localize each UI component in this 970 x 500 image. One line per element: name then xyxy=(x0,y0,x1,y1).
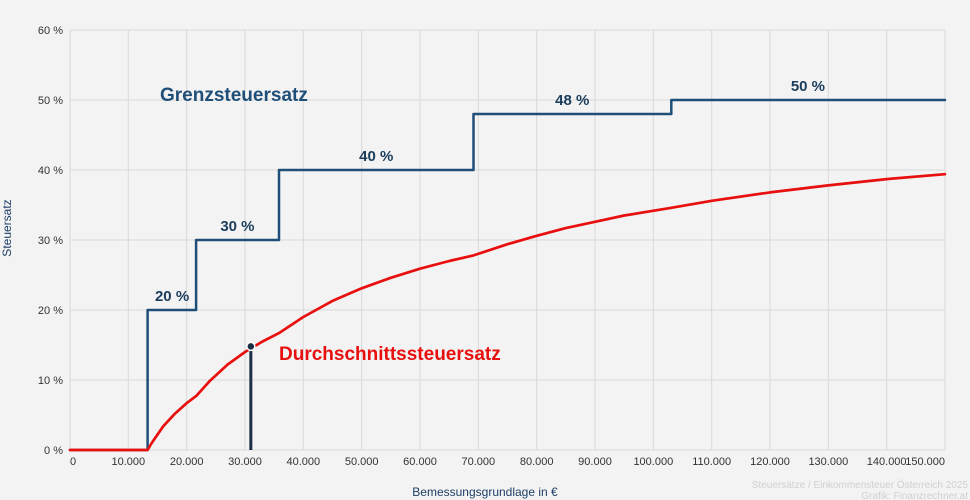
annotations: Grenzsteuersatz Durchschnittssteuersatz … xyxy=(155,78,825,365)
x-tick-label: 10.000 xyxy=(112,456,146,468)
x-tick-label: 80.000 xyxy=(520,456,554,468)
x-tick-label: 140.000 xyxy=(867,456,907,468)
credit-line-1: Steuersätze / Einkommensteuer Österreich… xyxy=(752,479,969,491)
x-tick-label: 20.000 xyxy=(170,456,204,468)
x-tick-label: 150.000 xyxy=(905,456,945,468)
x-tick-label: 110.000 xyxy=(692,456,731,468)
x-tick-label: 120.000 xyxy=(750,456,790,468)
series-label-grenzsteuersatz: Grenzsteuersatz xyxy=(160,85,308,106)
x-tick-label: 30.000 xyxy=(228,456,262,468)
x-tick-label: 60.000 xyxy=(403,456,437,468)
y-tick-label: 30 % xyxy=(38,235,63,247)
rate-label: 30 % xyxy=(220,218,254,235)
rate-label: 48 % xyxy=(555,92,589,109)
y-tick-label: 50 % xyxy=(38,95,63,107)
x-axis-title: Bemessungsgrundlage in € xyxy=(412,485,558,499)
y-axis-ticks: 0 % 10 % 20 % 30 % 40 % 50 % 60 % xyxy=(38,25,63,457)
y-tick-label: 0 % xyxy=(44,445,63,457)
y-tick-label: 40 % xyxy=(38,165,63,177)
y-tick-label: 60 % xyxy=(38,25,63,37)
x-tick-label: 40.000 xyxy=(287,456,321,468)
x-tick-label: 90.000 xyxy=(578,456,612,468)
credit-line-2: Grafik: Finanzrechner.at xyxy=(861,491,968,500)
x-tick-label: 70.000 xyxy=(462,456,496,468)
x-tick-label: 130.000 xyxy=(808,456,848,468)
rate-label: 40 % xyxy=(359,148,393,165)
rate-label: 20 % xyxy=(155,288,189,305)
y-axis-title: Steuersatz xyxy=(0,199,14,256)
marker-point xyxy=(246,341,256,352)
series-line-1 xyxy=(68,172,947,452)
x-tick-label: 0 xyxy=(70,456,76,468)
series-lines xyxy=(68,98,947,452)
x-tick-label: 50.000 xyxy=(345,456,379,468)
x-tick-label: 100.000 xyxy=(633,456,673,468)
x-axis-ticks: 0 10.000 20.000 30.000 40.000 50.000 60.000 70.… xyxy=(70,456,945,468)
y-tick-label: 20 % xyxy=(38,305,63,317)
series-line-0 xyxy=(68,98,947,452)
rate-label: 50 % xyxy=(791,78,825,95)
series-label-durchschnittssteuersatz: Durchschnittssteuersatz xyxy=(279,344,501,365)
y-tick-label: 10 % xyxy=(38,375,63,387)
